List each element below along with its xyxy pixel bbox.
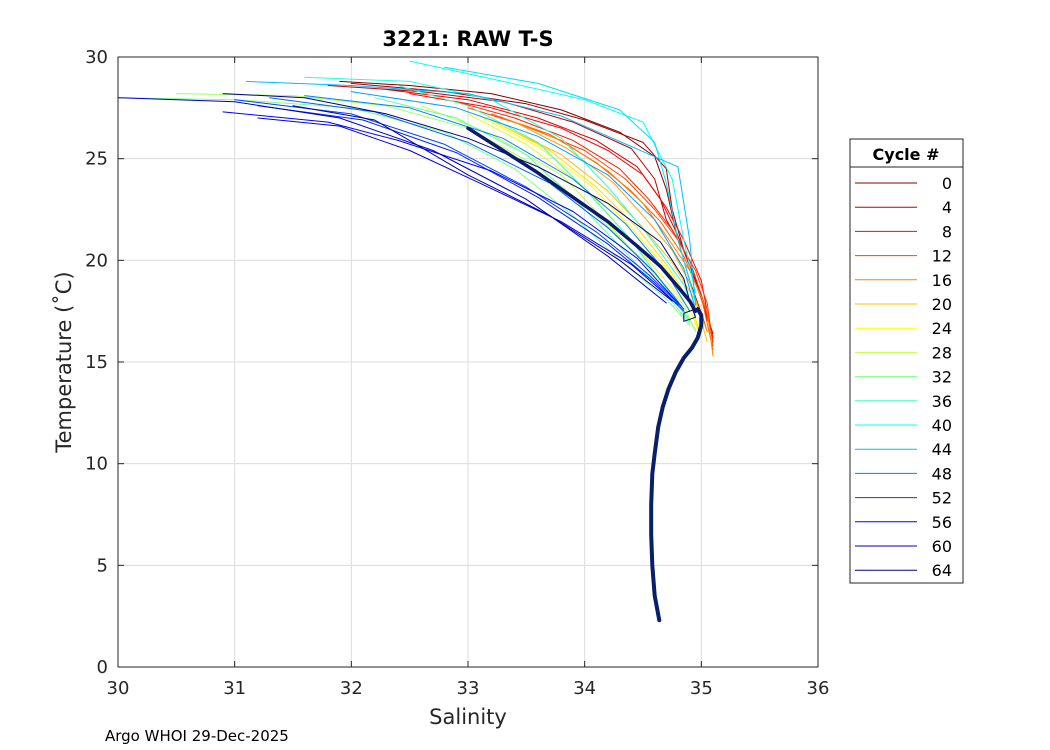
legend-label: 24 [932,319,952,338]
y-axis-label: Temperature (˚C) [52,271,76,453]
y-tick-label: 0 [97,657,108,678]
legend-label: 4 [942,198,952,217]
series-line-cycle-62 [292,105,673,302]
y-tick-label: 25 [85,149,108,170]
legend-label: 64 [932,561,952,580]
x-axis-label: Salinity [429,705,507,729]
series-line-cycle-52 [234,99,685,310]
series-line-cycle-44 [245,80,696,306]
series-line-cycle-64 [222,93,696,322]
legend-box [849,138,964,584]
x-tick-label: 34 [573,678,596,699]
series-line-cycle-18 [514,121,708,332]
x-tick-label: 35 [690,678,713,699]
legend-label: 44 [932,440,952,459]
deep-profile-line [649,307,704,623]
legend-title: Cycle # [873,145,940,164]
y-tick-label: 5 [97,555,108,576]
grid-lines [118,57,818,667]
legend-label: 60 [932,537,952,556]
series-layer [117,60,714,623]
series-line-cycle-56 [222,111,679,304]
series-line-cycle-8 [409,93,714,343]
legend-label: 40 [932,416,952,435]
series-line-cycle-32 [117,97,691,326]
footer-caption: Argo WHOI 29-Dec-2025 [105,727,289,745]
legend-label: 28 [932,343,952,362]
series-line-cycle-64-bold [466,126,698,313]
legend-label: 8 [942,222,952,241]
y-tick-label: 10 [85,454,108,475]
y-tick-label: 30 [85,47,108,68]
x-tick-label: 30 [107,678,130,699]
legend-label: 12 [932,247,952,266]
series-line-cycle-60 [117,97,667,304]
legend-label: 20 [932,295,952,314]
series-line-cycle-4 [327,85,714,339]
series-line-cycle-54 [257,105,685,312]
series-line-cycle-58 [257,117,679,306]
legend-label: 52 [932,489,952,508]
series-line-cycle-40 [409,60,696,294]
y-tick-label: 20 [85,250,108,271]
x-tick-label: 32 [340,678,363,699]
legend-label: 0 [942,174,952,193]
series-line-cycle-38 [304,76,696,316]
x-tick-label: 36 [807,678,830,699]
series-line-cycle-10 [455,101,714,339]
legend-label: 32 [932,368,952,387]
x-tick-label: 31 [223,678,246,699]
legend-label: 16 [932,271,952,290]
legend-label: 36 [932,392,952,411]
x-tick-label: 33 [457,678,480,699]
chart-title: 3221: RAW T-S [382,27,553,51]
series-line-cycle-42 [444,66,696,302]
legend-label: 56 [932,513,952,532]
axis-ticks: 30 31 32 33 34 35 36 0 5 10 15 20 25 30 [85,47,829,699]
series-line-cycle-46 [350,91,696,310]
y-tick-label: 15 [85,352,108,373]
legend-label: 48 [932,464,952,483]
